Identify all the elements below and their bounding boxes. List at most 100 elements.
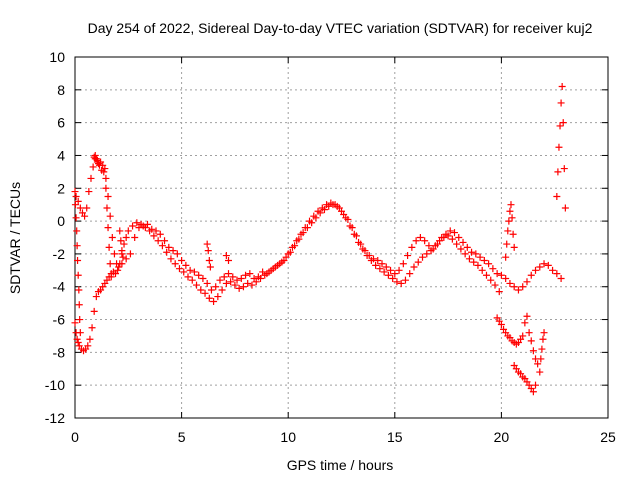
data-point [558, 83, 566, 91]
data-point [117, 237, 125, 245]
data-point [440, 234, 448, 241]
y-tick-label: 2 [57, 180, 65, 196]
data-point [414, 258, 422, 266]
data-point [105, 243, 113, 251]
data-point [346, 222, 354, 230]
series-band-a [72, 155, 565, 294]
data-point [540, 329, 548, 337]
data-point [244, 279, 252, 287]
data-point [161, 237, 169, 245]
data-point [540, 260, 548, 268]
data-point [544, 261, 552, 269]
data-point [131, 234, 139, 241]
data-point [555, 143, 563, 151]
data-point [519, 332, 527, 340]
data-point [119, 253, 127, 261]
data-point [225, 270, 233, 278]
data-point [363, 252, 371, 260]
data-point [391, 270, 399, 278]
data-point [81, 212, 89, 220]
data-point [133, 219, 141, 227]
data-point [75, 286, 83, 294]
data-point [108, 234, 116, 241]
data-point [137, 220, 145, 228]
data-point [457, 245, 465, 253]
data-point [295, 235, 303, 243]
data-point [188, 276, 196, 284]
data-point [329, 201, 337, 209]
data-point [175, 265, 183, 273]
data-point [459, 238, 467, 246]
data-point [557, 275, 565, 283]
data-point [308, 219, 316, 227]
series-band-b [71, 201, 503, 355]
data-point [205, 294, 213, 302]
data-point [529, 388, 537, 396]
x-tick-label: 0 [71, 429, 79, 445]
data-point [539, 335, 547, 343]
data-point [404, 252, 412, 260]
data-point [237, 275, 245, 283]
data-point [387, 266, 395, 274]
data-point [203, 279, 211, 287]
data-point [491, 281, 499, 289]
data-point [182, 261, 190, 269]
data-point [74, 339, 82, 347]
data-point [527, 337, 535, 345]
data-point [509, 230, 517, 238]
data-point [122, 255, 130, 263]
data-point [201, 289, 209, 297]
y-axis-label: SDTVAR / TECUs [7, 182, 23, 294]
y-tick-label: -8 [53, 344, 66, 360]
data-point [502, 275, 510, 283]
data-point [380, 268, 388, 276]
y-tick-label: -12 [45, 410, 65, 426]
data-point [514, 286, 522, 294]
data-point [503, 240, 511, 248]
data-point [476, 253, 484, 261]
data-point [338, 207, 345, 215]
data-point [523, 278, 531, 286]
data-point [536, 368, 544, 376]
data-point [455, 234, 463, 241]
data-point [436, 237, 444, 245]
data-point [316, 209, 324, 217]
data-point [397, 279, 405, 287]
data-point [206, 263, 214, 271]
data-point [101, 165, 109, 173]
data-point [88, 324, 96, 332]
data-point [91, 151, 99, 159]
data-point [74, 271, 82, 279]
data-points [71, 83, 569, 396]
data-point [248, 281, 256, 289]
data-point [150, 232, 158, 240]
data-point [114, 266, 122, 274]
data-point [355, 238, 363, 246]
data-point [92, 293, 100, 301]
data-point [227, 278, 235, 286]
data-point [493, 270, 501, 278]
data-point [195, 271, 203, 279]
data-point [376, 265, 384, 273]
plot-frame [74, 56, 609, 419]
grid-lines [75, 57, 608, 418]
data-point [252, 278, 260, 286]
data-point [242, 271, 250, 279]
axis-ticks: 0 5 10 15 20 25 -12 -10 -8 -6 -4 -2 0 2 4 6 8 10 [45, 49, 616, 445]
data-point [504, 227, 512, 235]
data-point [312, 214, 320, 222]
data-point [421, 237, 429, 245]
data-point [505, 217, 513, 225]
data-point [203, 240, 211, 248]
x-tick-label: 5 [178, 429, 186, 445]
data-point [74, 256, 82, 264]
data-point [90, 307, 98, 315]
data-point [222, 252, 230, 260]
data-point [527, 271, 535, 279]
data-point [180, 268, 188, 276]
data-point [497, 271, 505, 279]
data-point [549, 266, 557, 274]
data-point [461, 250, 469, 258]
data-point [169, 247, 177, 255]
data-point [431, 242, 439, 250]
